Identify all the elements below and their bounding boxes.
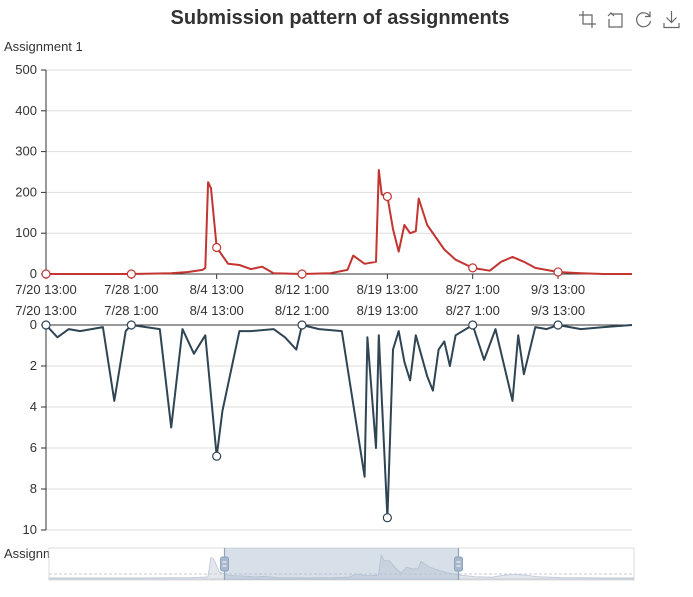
point-2[interactable] xyxy=(382,513,392,523)
x-tick-label-1: 8/19 13:00 xyxy=(357,282,418,297)
datazoom-start-handle[interactable] xyxy=(220,556,229,572)
datazoom-preview xyxy=(48,553,635,580)
x-tick-label-1: 8/12 1:00 xyxy=(275,282,329,297)
point-1[interactable] xyxy=(297,269,307,279)
point-1[interactable] xyxy=(468,263,478,273)
point-1[interactable] xyxy=(553,267,563,277)
y-tick-label-1: 100 xyxy=(15,225,37,240)
point-2[interactable] xyxy=(468,320,478,330)
point-1[interactable] xyxy=(212,242,222,253)
y-tick-label-1: 0 xyxy=(30,266,37,281)
zoom-icon[interactable] xyxy=(578,10,597,29)
x-tick-label-2: 8/19 13:00 xyxy=(357,303,418,318)
y-tick-label-2: 0 xyxy=(30,317,37,332)
zoom-reset-icon[interactable] xyxy=(606,10,625,29)
point-2[interactable] xyxy=(212,451,222,461)
x-tick-label-2: 7/28 1:00 xyxy=(104,303,158,318)
datazoom-slider[interactable] xyxy=(48,547,635,581)
series-1-name: Assignment 1 xyxy=(4,39,83,54)
y-tick-label-2: 6 xyxy=(30,440,37,455)
datazoom-end-handle[interactable] xyxy=(454,556,463,572)
point-2[interactable] xyxy=(553,320,563,330)
y-tick-label-2: 10 xyxy=(23,522,37,537)
x-tick-label-2: 8/12 1:00 xyxy=(275,303,329,318)
x-tick-label-1: 8/27 1:00 xyxy=(446,282,500,297)
chart-title: Submission pattern of assignments xyxy=(170,7,510,29)
series-line-2 xyxy=(45,324,633,519)
toolbox xyxy=(578,10,681,29)
x-tick-label-1: 7/28 1:00 xyxy=(104,282,158,297)
x-tick-label-2: 9/3 13:00 xyxy=(531,303,585,318)
y-tick-label-1: 200 xyxy=(15,184,37,199)
x-tick-label-1: 9/3 13:00 xyxy=(531,282,585,297)
point-1[interactable] xyxy=(126,269,136,279)
x-tick-label-2: 7/20 13:00 xyxy=(15,303,76,318)
save-image-icon[interactable] xyxy=(662,10,681,29)
y-tick-label-2: 2 xyxy=(30,358,37,373)
y-tick-label-1: 500 xyxy=(15,62,37,77)
point-1[interactable] xyxy=(382,191,392,202)
point-2[interactable] xyxy=(126,320,136,330)
restore-icon[interactable] xyxy=(634,10,653,29)
x-tick-label-2: 8/27 1:00 xyxy=(446,303,500,318)
x-tick-label-1: 8/4 13:00 xyxy=(190,282,244,297)
x-tick-label-2: 8/4 13:00 xyxy=(190,303,244,318)
x-tick-label-1: 7/20 13:00 xyxy=(15,282,76,297)
y-tick-label-1: 300 xyxy=(15,144,37,159)
y-tick-label-2: 8 xyxy=(30,481,37,496)
datazoom-window[interactable] xyxy=(224,548,459,580)
point-2[interactable] xyxy=(41,320,51,330)
point-2[interactable] xyxy=(297,320,307,330)
series-line-1 xyxy=(46,169,632,275)
y-tick-label-2: 4 xyxy=(30,399,37,414)
y-tick-label-1: 400 xyxy=(15,103,37,118)
point-1[interactable] xyxy=(41,269,51,279)
